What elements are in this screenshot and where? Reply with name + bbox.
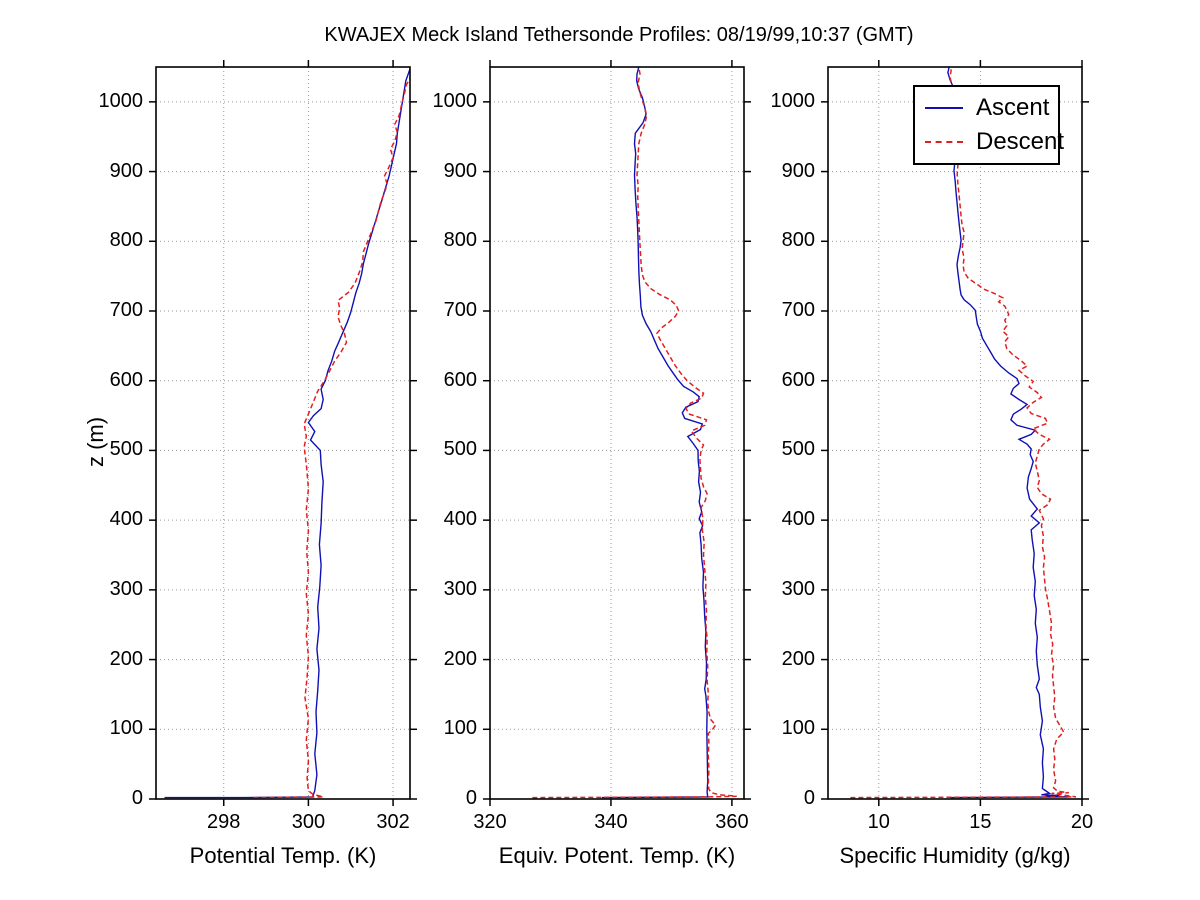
y-tick-label: 400 xyxy=(781,508,815,531)
plot-frame xyxy=(827,66,1083,800)
plot-area xyxy=(149,60,417,806)
y-tick-label: 100 xyxy=(781,717,815,740)
x-axis-label: Potential Temp. (K) xyxy=(189,843,377,868)
ascent-line xyxy=(947,67,1068,799)
y-tick-label: 200 xyxy=(781,647,815,670)
ascent-line xyxy=(601,67,709,799)
legend-label-ascent: Ascent xyxy=(976,94,1050,121)
x-tick-label: 360 xyxy=(715,811,749,833)
y-tick-label: 100 xyxy=(109,717,143,740)
legend: Ascent Descent xyxy=(913,85,1064,165)
descent-line xyxy=(253,76,410,799)
plot-area xyxy=(821,60,1089,806)
y-tick-label: 200 xyxy=(443,647,477,670)
y-tick-label: 400 xyxy=(443,508,477,531)
y-tick-label: 800 xyxy=(109,229,143,252)
descent-line xyxy=(532,67,737,799)
y-tick-label: 800 xyxy=(781,229,815,252)
x-tick-label: 300 xyxy=(291,811,326,833)
x-tick-label: 10 xyxy=(867,811,890,833)
x-axis-label: Specific Humidity (g/kg) xyxy=(839,843,1071,868)
x-tick-label: 302 xyxy=(376,811,410,833)
y-tick-label: 600 xyxy=(781,368,815,391)
x-tick-label: 20 xyxy=(1070,811,1094,833)
y-tick-label: 500 xyxy=(109,438,143,461)
chart-title: KWAJEX Meck Island Tethersonde Profiles:… xyxy=(324,24,914,46)
y-tick-label: 800 xyxy=(443,229,477,252)
subplot-potential-temp: 298 300 302 0 100 200 300 400 500 600 700 800 900 100… xyxy=(99,60,417,868)
ascent-line-sample xyxy=(925,107,963,109)
y-tick-label: 500 xyxy=(781,438,815,461)
ascent-line xyxy=(164,67,410,799)
y-tick-label: 900 xyxy=(443,159,477,182)
y-tick-label: 500 xyxy=(443,438,477,461)
y-tick-label: 300 xyxy=(443,577,477,600)
y-tick-label: 300 xyxy=(109,577,143,600)
y-tick-label: 0 xyxy=(465,787,477,809)
legend-label-descent: Descent xyxy=(976,128,1065,155)
y-tick-label: 400 xyxy=(109,508,143,531)
subplot-specific-humidity: Ascent Descent 10 15 20 0 100 200 300 400 500 600… xyxy=(771,60,1093,868)
legend-item-ascent: Ascent xyxy=(915,91,1058,125)
y-tick-label: 700 xyxy=(443,299,477,321)
subplot-equiv-potent-temp: 320 340 360 0 100 200 300 400 500 600 700 800 900 100… xyxy=(433,60,751,868)
x-tick-label: 15 xyxy=(969,811,992,833)
y-tick-label: 900 xyxy=(781,159,815,182)
legend-item-descent: Descent xyxy=(915,125,1064,159)
y-tick-label: 1000 xyxy=(432,89,478,112)
y-tick-label: 1000 xyxy=(98,89,144,112)
plot-frame xyxy=(155,66,411,800)
plot-frame xyxy=(489,66,745,800)
x-axis-label: Equiv. Potent. Temp. (K) xyxy=(498,843,736,868)
y-tick-label: 700 xyxy=(781,299,815,321)
descent-line-sample xyxy=(925,141,963,143)
y-tick-label: 300 xyxy=(781,577,815,600)
y-tick-label: 600 xyxy=(109,368,143,391)
y-tick-label: 0 xyxy=(131,787,143,809)
y-tick-label: 0 xyxy=(803,787,815,809)
y-tick-label: 600 xyxy=(443,368,477,391)
plot-area xyxy=(483,60,751,806)
x-tick-label: 298 xyxy=(207,811,241,833)
y-tick-label: 900 xyxy=(109,159,143,182)
x-tick-label: 320 xyxy=(473,811,507,833)
x-tick-label: 340 xyxy=(594,811,628,833)
y-tick-label: 200 xyxy=(109,647,143,670)
y-tick-label: 100 xyxy=(443,717,477,740)
y-tick-label: 700 xyxy=(109,299,143,321)
y-tick-label: 1000 xyxy=(770,89,816,112)
descent-line xyxy=(850,67,1077,799)
